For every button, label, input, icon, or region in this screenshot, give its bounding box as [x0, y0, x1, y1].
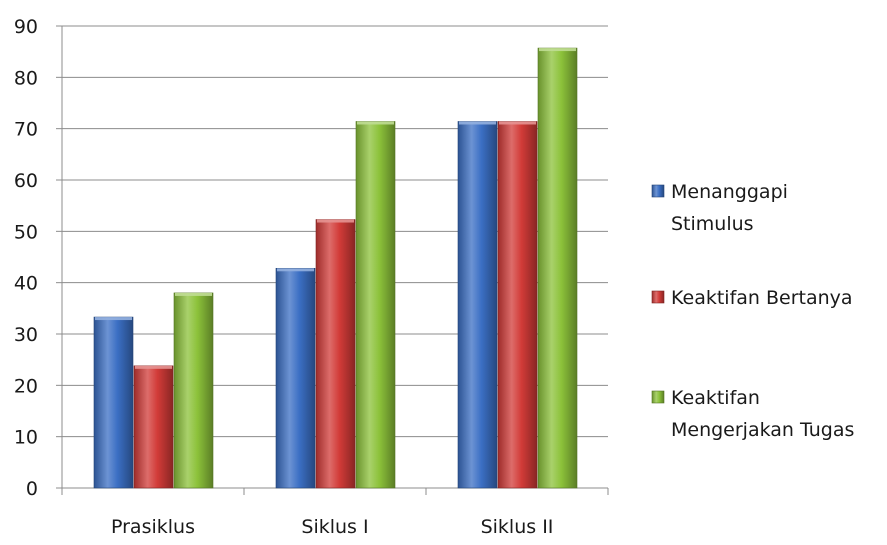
- x-tick-label: Prasiklus: [111, 516, 195, 538]
- y-tick-label: 90: [14, 16, 38, 38]
- bar-cap: [539, 48, 576, 52]
- y-tick-label: 40: [14, 273, 38, 295]
- legend-label-line: Stimulus: [671, 213, 754, 235]
- y-tick-label: 70: [14, 119, 38, 141]
- legend: Menanggapi Stimulus Keaktifan Bertanya Keak…: [651, 181, 854, 441]
- bar: [315, 219, 356, 489]
- bar: [355, 121, 396, 489]
- legend-swatch: [651, 390, 665, 404]
- axis-labels: 0 10 20 30 40 50 60 70 80 90 Prasiklus Siklus I Sikl…: [14, 16, 554, 538]
- bar-cap: [95, 317, 132, 321]
- legend-label-line: Keaktifan: [671, 387, 760, 409]
- bar-cap: [277, 268, 314, 272]
- bar: [497, 121, 538, 489]
- bar-cap: [459, 121, 496, 125]
- bar: [275, 267, 316, 489]
- y-tick-label: 30: [14, 324, 38, 346]
- legend-label: Keaktifan Mengerjakan Tugas: [671, 387, 854, 441]
- legend-swatch: [651, 290, 665, 304]
- legend-label-line: Mengerjakan Tugas: [671, 419, 854, 441]
- bar-cap: [317, 219, 354, 223]
- legend-label: Keaktifan Bertanya: [671, 287, 853, 309]
- bar: [537, 47, 578, 489]
- bar: [457, 121, 498, 489]
- legend-label: Menanggapi Stimulus: [671, 181, 788, 235]
- legend-label-line: Keaktifan Bertanya: [671, 287, 853, 309]
- x-tick-label: Siklus I: [301, 516, 368, 538]
- y-tick-label: 10: [14, 427, 38, 449]
- bar-cap: [357, 121, 394, 125]
- bar-cap: [135, 365, 172, 369]
- bar-cap: [175, 292, 212, 296]
- y-tick-label: 60: [14, 170, 38, 192]
- y-tick-label: 0: [26, 478, 38, 500]
- bars: [93, 47, 578, 489]
- bar: [133, 365, 174, 489]
- bar: [173, 292, 214, 489]
- y-tick-label: 80: [14, 67, 38, 89]
- y-tick-label: 20: [14, 375, 38, 397]
- y-tick-label: 50: [14, 221, 38, 243]
- legend-swatch: [651, 184, 665, 198]
- bar-cap: [499, 121, 536, 125]
- x-tick-label: Siklus II: [481, 516, 554, 538]
- legend-label-line: Menanggapi: [671, 181, 788, 203]
- bar: [93, 316, 134, 489]
